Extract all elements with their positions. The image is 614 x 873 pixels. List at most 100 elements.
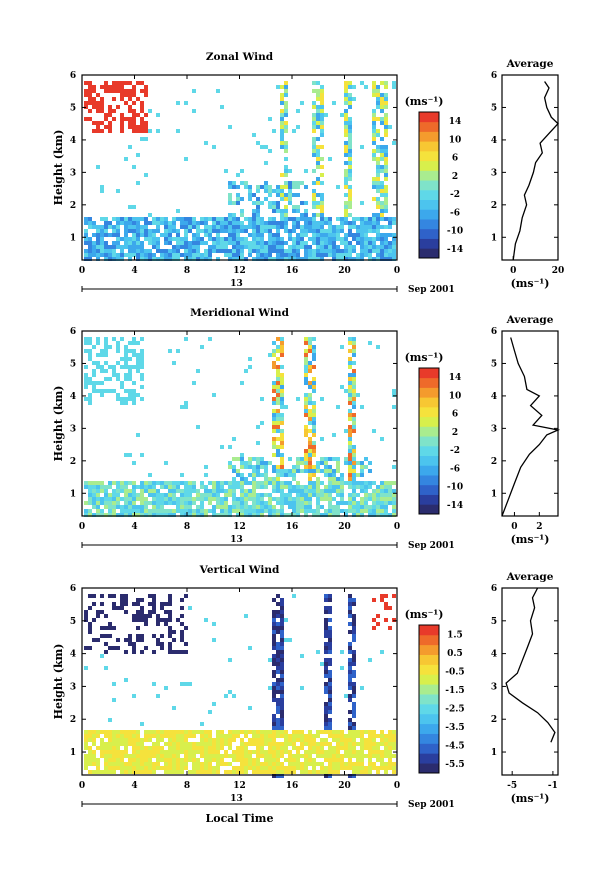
heatmap-cell (316, 117, 320, 121)
heatmap-cell (264, 758, 268, 762)
heatmap-cell (244, 241, 248, 245)
heatmap-cell (116, 501, 120, 505)
heatmap-cell (164, 618, 168, 622)
heatmap-cell (276, 658, 280, 662)
heatmap-cell (152, 221, 156, 225)
heatmap-cell (312, 145, 316, 149)
heatmap-cell (120, 734, 124, 738)
heatmap-cell (240, 209, 244, 213)
heatmap-cell (108, 497, 112, 501)
heatmap-cell (120, 385, 124, 389)
heatmap-cell (248, 193, 252, 197)
heatmap-cell (312, 181, 316, 185)
heatmap-cell (260, 766, 264, 770)
heatmap-cell (168, 758, 172, 762)
heatmap-cell (348, 674, 352, 678)
heatmap-cell (348, 437, 352, 441)
heatmap-cell (348, 133, 352, 137)
heatmap-cell (208, 229, 212, 233)
heatmap-cell (392, 141, 396, 145)
heatmap-cell (372, 746, 376, 750)
heatmap-cell (276, 385, 280, 389)
heatmap-cell (84, 397, 88, 401)
heatmap-cell (224, 229, 228, 233)
heatmap-cell (352, 413, 356, 417)
heatmap-cell (208, 758, 212, 762)
heatmap-cell (340, 385, 344, 389)
heatmap-cell (284, 185, 288, 189)
heatmap-cell (240, 225, 244, 229)
heatmap-cell (344, 177, 348, 181)
heatmap-cell (92, 85, 96, 89)
heatmap-cell (132, 505, 136, 509)
heatmap-cell (212, 145, 216, 149)
heatmap-cell (132, 117, 136, 121)
heatmap-cell (336, 509, 340, 513)
heatmap-cell (328, 742, 332, 746)
heatmap-cell (296, 746, 300, 750)
heatmap-cell (380, 481, 384, 485)
heatmap-cell (140, 770, 144, 774)
heatmap-cell (112, 742, 116, 746)
heatmap-cell (176, 766, 180, 770)
heatmap-cell (116, 225, 120, 229)
heatmap-cell (384, 746, 388, 750)
heatmap-cell (380, 137, 384, 141)
heatmap-cell (128, 105, 132, 109)
y-tick-label: 1 (70, 233, 76, 243)
heatmap-cell (212, 702, 216, 706)
heatmap-cell (324, 217, 328, 221)
heatmap-cell (120, 113, 124, 117)
heatmap-cell (348, 485, 352, 489)
heatmap-cell (204, 257, 208, 261)
heatmap-cell (336, 754, 340, 758)
heatmap-cell (340, 477, 344, 481)
heatmap-cell (344, 121, 348, 125)
heatmap-cell (312, 417, 316, 421)
heatmap-cell (228, 730, 232, 734)
heatmap-cell (384, 770, 388, 774)
heatmap-cell (328, 626, 332, 630)
heatmap-cell (324, 738, 328, 742)
heatmap-cell (276, 602, 280, 606)
heatmap-cell (272, 249, 276, 253)
heatmap-cell (352, 770, 356, 774)
heatmap-cell (140, 121, 144, 125)
heatmap-cell (172, 738, 176, 742)
heatmap-cell (252, 770, 256, 774)
heatmap-cell (168, 485, 172, 489)
heatmap-cell (308, 762, 312, 766)
heatmap-cell (108, 730, 112, 734)
heatmap-cell (324, 682, 328, 686)
heatmap-cell (348, 201, 352, 205)
heatmap-cell (296, 209, 300, 213)
heatmap-cell (96, 493, 100, 497)
heatmap-cell (284, 497, 288, 501)
heatmap-cell (184, 742, 188, 746)
heatmap-cell (272, 257, 276, 261)
heatmap-cell (204, 217, 208, 221)
heatmap-cell (324, 485, 328, 489)
heatmap-cell (356, 770, 360, 774)
heatmap-cell (264, 257, 268, 261)
heatmap-cell (88, 622, 92, 626)
heatmap-cell (340, 345, 344, 349)
heatmap-cell (272, 245, 276, 249)
heatmap-cell (124, 157, 128, 161)
heatmap-cell (96, 341, 100, 345)
heatmap-cell (388, 730, 392, 734)
heatmap-cell (152, 481, 156, 485)
heatmap-cell (344, 742, 348, 746)
heatmap-cell (108, 513, 112, 517)
heatmap-cell (228, 509, 232, 513)
heatmap-cell (136, 509, 140, 513)
heatmap-cell (392, 221, 396, 225)
heatmap-cell (240, 762, 244, 766)
heatmap-cell (348, 401, 352, 405)
heatmap-cell (284, 734, 288, 738)
heatmap-cell (316, 97, 320, 101)
heatmap-cell (392, 493, 396, 497)
heatmap-cell (324, 634, 328, 638)
heatmap-cell (280, 345, 284, 349)
heatmap-cell (184, 229, 188, 233)
